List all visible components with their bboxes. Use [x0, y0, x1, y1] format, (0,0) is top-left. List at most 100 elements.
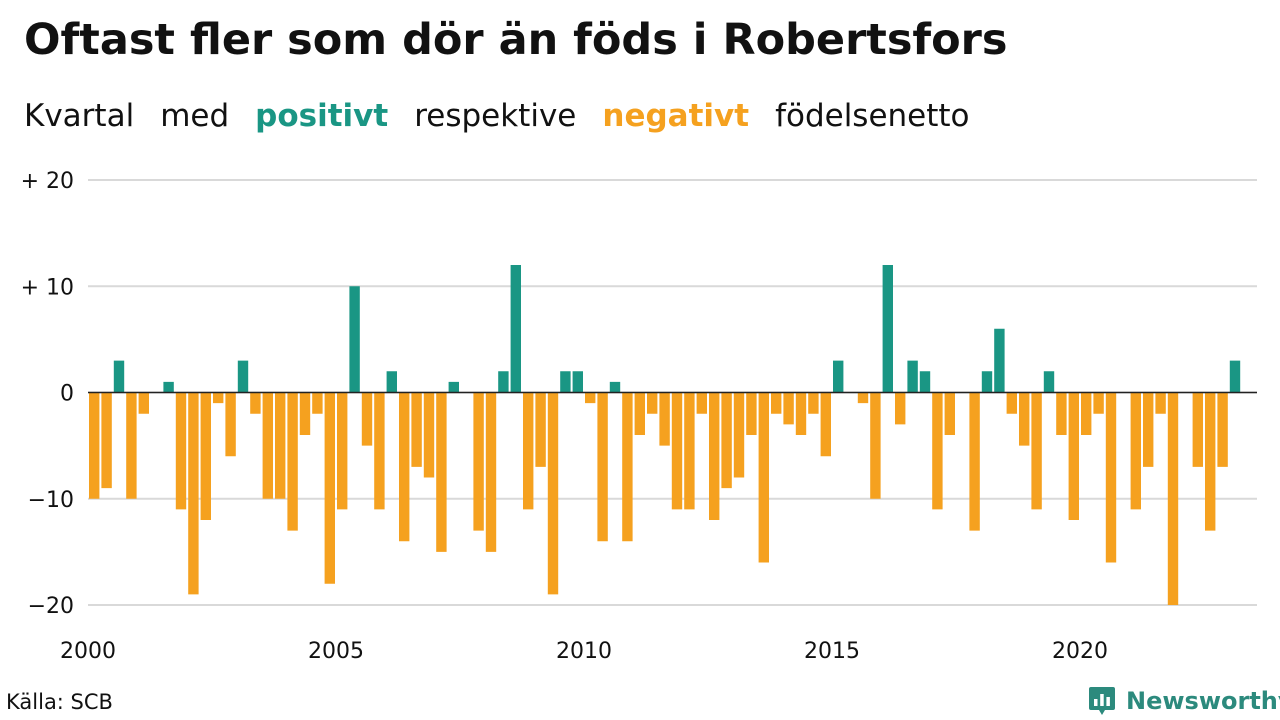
subtitle-negative-label: negativt: [602, 98, 750, 134]
bar: [374, 392, 385, 510]
bar: [423, 392, 435, 478]
y-axis-ticks: + 20 + 10 0 −10 −20: [21, 169, 74, 619]
bar: [795, 392, 807, 435]
bar: [448, 381, 459, 393]
bar: [138, 392, 149, 414]
bar: [250, 392, 261, 414]
bar: [411, 392, 422, 467]
x-axis-ticks: 2000 2005 2010 2015 2020: [60, 639, 1108, 664]
bar: [944, 392, 955, 435]
bar: [783, 392, 794, 425]
bar: [225, 392, 236, 457]
bar: [746, 392, 757, 435]
bar: [510, 265, 521, 393]
bar: [1167, 392, 1179, 605]
bar: [399, 392, 410, 542]
subtitle-text-kvartal: Kvartal: [24, 98, 135, 134]
bar: [361, 392, 373, 446]
bar: [1130, 392, 1141, 510]
bar: [523, 392, 534, 510]
x-tick-label: 2020: [1052, 639, 1108, 664]
chart-subtitle: Kvartal med positivt respektive negativt föde…: [24, 96, 996, 136]
subtitle-positive-label: positivt: [255, 98, 389, 134]
bar: [213, 392, 224, 404]
bar: [1006, 392, 1017, 414]
bar: [113, 360, 125, 393]
bar: [126, 392, 137, 499]
newsworthy-logo[interactable]: Newsworthy: [1088, 684, 1280, 718]
bar: [200, 392, 211, 520]
bar: [994, 328, 1005, 393]
bar: [808, 392, 819, 414]
bar: [758, 392, 769, 563]
bar: [535, 392, 546, 467]
bar: [287, 392, 298, 531]
bar: [1043, 371, 1055, 393]
bar: [1205, 392, 1216, 531]
bar: [1217, 392, 1228, 467]
bar: [312, 392, 323, 414]
bar: [560, 371, 571, 393]
bar: [237, 360, 249, 393]
bar: [696, 392, 707, 414]
bar: [89, 392, 100, 499]
subtitle-text-med: med: [160, 98, 230, 134]
bar: [547, 392, 559, 595]
chart-title: Oftast fler som dör än föds i Robertsfor…: [24, 15, 1008, 65]
bar: [1056, 392, 1067, 435]
bar: [163, 381, 174, 393]
bar: [1081, 392, 1092, 435]
bar: [671, 392, 683, 510]
y-tick-label: −10: [28, 488, 74, 513]
bar: [275, 392, 286, 499]
bar: [647, 392, 658, 414]
x-tick-label: 2005: [308, 639, 364, 664]
bar: [349, 286, 360, 393]
brand-name: Newsworthy: [1126, 687, 1280, 715]
bar: [733, 392, 745, 478]
bar: [1143, 392, 1154, 467]
bar: [721, 392, 732, 489]
bar: [386, 371, 397, 393]
bar: [262, 392, 273, 499]
bar: [597, 392, 608, 542]
bar: [932, 392, 943, 510]
bar: [1155, 392, 1166, 414]
x-tick-label: 2010: [556, 639, 612, 664]
y-tick-label: 0: [60, 382, 74, 407]
bar: [907, 360, 918, 393]
bar: [175, 392, 187, 510]
source-note: Källa: SCB: [6, 690, 113, 714]
bar: [857, 392, 869, 404]
bar: [572, 371, 583, 393]
bar: [870, 392, 881, 499]
bar: [969, 392, 980, 531]
bar: [1093, 392, 1104, 414]
bar: [1192, 392, 1203, 467]
bar: [585, 392, 596, 404]
bar: [1068, 392, 1079, 520]
bar: [1031, 392, 1042, 510]
bar: [771, 392, 782, 414]
x-tick-label: 2015: [804, 639, 860, 664]
bar: [101, 392, 112, 489]
bar: [820, 392, 831, 457]
bar: [622, 392, 633, 542]
bar: [609, 381, 621, 393]
bar: [709, 392, 720, 520]
bar: [188, 392, 199, 595]
y-tick-label: + 20: [21, 169, 74, 194]
subtitle-text-fodelsenetto: födelsenetto: [775, 98, 970, 134]
bar: [436, 392, 447, 552]
bar: [833, 360, 844, 393]
bar: [634, 392, 645, 435]
bar: [1105, 392, 1117, 563]
bars: [89, 265, 1241, 605]
subtitle-text-respektive: respektive: [414, 98, 577, 134]
bar: [684, 392, 695, 510]
bar: [981, 371, 993, 393]
bar: [498, 371, 509, 393]
x-tick-label: 2000: [60, 639, 116, 664]
bar: [485, 392, 497, 552]
